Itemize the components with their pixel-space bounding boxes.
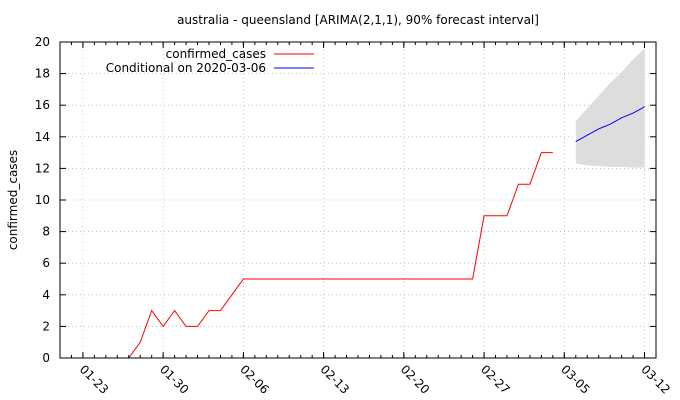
x-tick-label: 02-20 [398, 362, 433, 397]
y-axis-label: confirmed_cases [6, 150, 20, 250]
y-tick-label: 10 [35, 193, 50, 207]
forecast-band [575, 48, 645, 168]
y-tick-label: 18 [35, 67, 50, 81]
x-tick-label: 03-12 [638, 362, 673, 397]
y-tick-label: 8 [42, 225, 50, 239]
y-tick-label: 12 [35, 161, 50, 175]
x-tick-label: 01-23 [77, 362, 112, 397]
legend-label-confirmed-cases: confirmed_cases [166, 47, 266, 61]
x-tick-label: 02-27 [478, 362, 513, 397]
y-tick-label: 20 [35, 35, 50, 49]
x-tick-label: 03-05 [558, 362, 593, 397]
plot-frame [59, 41, 657, 359]
plot-border [59, 41, 657, 359]
chart-title: australia - queensland [ARIMA(2,1,1), 90… [177, 13, 539, 27]
x-tick-label: 01-30 [157, 362, 192, 397]
y-tick-label: 4 [42, 288, 50, 302]
grid [60, 41, 656, 359]
forecast-interval-band [575, 48, 645, 168]
y-tick-label: 6 [42, 256, 50, 270]
x-tick-label: 02-13 [317, 362, 352, 397]
y-ticks: 0 2 4 6 8 10 12 14 16 18 20 [35, 35, 656, 365]
series-lines [128, 106, 645, 359]
x-tick-label: 02-06 [237, 362, 272, 397]
legend-label-forecast: Conditional on 2020-03-06 [106, 61, 266, 75]
y-tick-label: 14 [35, 130, 50, 144]
x-ticks: 01-23 01-30 02-06 02-13 02-20 02-27 03-05 03-12 [59, 42, 673, 397]
y-tick-label: 16 [35, 98, 50, 112]
y-tick-label: 0 [42, 351, 50, 365]
confirmed-cases-line [128, 152, 553, 359]
y-tick-label: 2 [42, 319, 50, 333]
